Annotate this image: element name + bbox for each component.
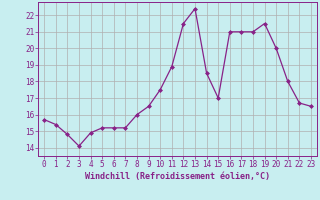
X-axis label: Windchill (Refroidissement éolien,°C): Windchill (Refroidissement éolien,°C) [85,172,270,181]
